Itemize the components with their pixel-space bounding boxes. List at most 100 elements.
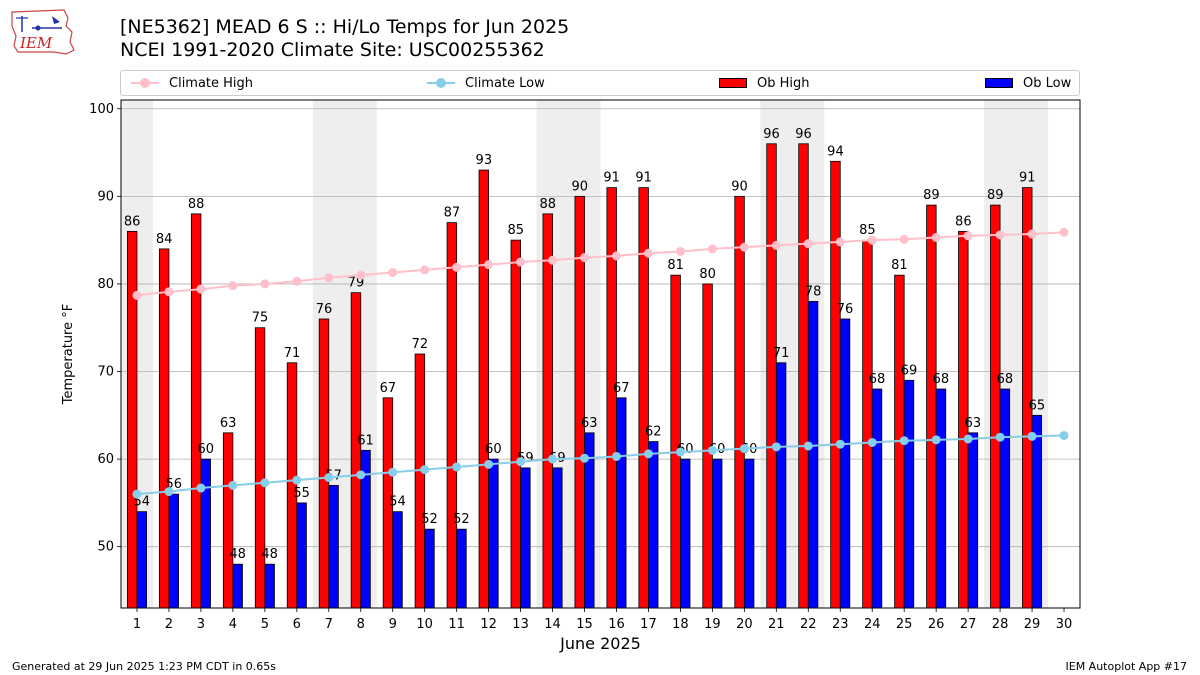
- climate-high-point: [899, 234, 909, 244]
- climate-high-point: [388, 268, 398, 278]
- ob-low-bar: [232, 563, 243, 609]
- climate-high-point: [516, 257, 526, 267]
- climate-high-point: [963, 231, 973, 241]
- y-tick-label: 100: [89, 102, 114, 117]
- climate-low-point: [196, 483, 206, 493]
- climate-high-point: [803, 239, 813, 249]
- ob-low-value-label: 62: [645, 425, 662, 440]
- ob-high-bar: [254, 327, 266, 609]
- climate-low-point: [803, 441, 813, 451]
- ob-low-bar: [903, 379, 915, 609]
- ob-high-value-label: 86: [955, 214, 972, 229]
- x-tick-label: 9: [389, 617, 397, 632]
- ob-low-value-label: 69: [901, 363, 918, 378]
- generated-note: Generated at 29 Jun 2025 1:23 PM CDT in …: [12, 660, 277, 673]
- ob-low-value-label: 55: [293, 486, 310, 501]
- ob-high-value-label: 76: [316, 302, 333, 317]
- climate-low-point: [867, 437, 877, 447]
- ob-high-bar: [158, 248, 170, 609]
- ob-low-bar: [136, 511, 147, 609]
- ob-low-bar: [680, 458, 691, 609]
- x-tick-label: 11: [448, 617, 465, 632]
- climate-high-point: [995, 230, 1005, 240]
- x-tick-label: 8: [357, 617, 365, 632]
- ob-low-value-label: 63: [965, 416, 982, 431]
- ob-low-bar: [424, 528, 435, 609]
- ob-low-value-label: 68: [997, 372, 1014, 387]
- x-tick-label: 20: [736, 617, 753, 632]
- climate-high-point: [292, 276, 302, 286]
- ob-high-value-label: 94: [827, 144, 844, 159]
- x-tick-label: 23: [832, 617, 849, 632]
- legend-item-climate-high: Climate High: [131, 71, 253, 95]
- ob-high-bar: [542, 213, 553, 609]
- ob-high-bar: [510, 239, 521, 609]
- climate-low-point: [324, 472, 334, 482]
- x-tick-label: 12: [480, 617, 497, 632]
- ob-low-bar: [743, 458, 755, 609]
- ob-low-bar: [775, 362, 787, 609]
- y-tick-label: 50: [97, 540, 114, 555]
- ob-low-swatch: [985, 78, 1013, 88]
- ob-high-value-label: 84: [156, 232, 173, 247]
- climate-high-point: [1027, 229, 1037, 239]
- y-tick-label: 70: [97, 365, 114, 380]
- legend-item-ob-low: Ob Low: [985, 71, 1071, 95]
- x-tick-label: 15: [576, 617, 593, 632]
- climate-high-point: [196, 284, 206, 294]
- ob-low-value-label: 48: [229, 547, 246, 562]
- ob-high-value-label: 91: [635, 171, 652, 186]
- ob-high-bar: [414, 353, 426, 609]
- ob-high-bar: [318, 318, 330, 609]
- climate-low-point: [484, 459, 494, 469]
- ob-low-bar: [264, 563, 275, 609]
- ob-low-bar: [520, 467, 531, 609]
- ob-high-value-label: 72: [412, 337, 429, 352]
- climate-low-point: [739, 444, 749, 454]
- ob-high-value-label: 89: [987, 188, 1004, 203]
- ob-low-value-label: 52: [421, 512, 438, 527]
- chart-title: [NE5362] MEAD 6 S :: Hi/Lo Temps for Jun…: [120, 16, 570, 38]
- x-tick-label: 10: [416, 617, 433, 632]
- climate-low-point: [931, 435, 941, 445]
- climate-high-point: [1059, 227, 1069, 237]
- climate-low-point: [356, 470, 366, 480]
- ob-low-bar: [168, 493, 179, 609]
- ob-low-bar: [328, 484, 339, 609]
- climate-high-point: [324, 273, 334, 283]
- climate-low-point: [260, 478, 270, 488]
- x-tick-label: 16: [608, 617, 625, 632]
- legend-label: Climate Low: [465, 75, 545, 91]
- ob-high-bar: [990, 204, 1001, 609]
- climate-high-point: [260, 279, 270, 289]
- ob-high-value-label: 71: [284, 346, 301, 361]
- ob-high-bar: [190, 213, 202, 609]
- ob-high-bar: [734, 195, 745, 609]
- x-tick-label: 27: [960, 617, 977, 632]
- climate-low-point: [835, 439, 845, 449]
- ob-high-bar: [926, 204, 937, 609]
- x-tick-label: 21: [768, 617, 785, 632]
- ob-high-value-label: 96: [763, 127, 780, 142]
- ob-low-bar: [1031, 414, 1043, 609]
- climate-low-point: [164, 487, 174, 497]
- ob-low-value-label: 48: [261, 547, 278, 562]
- x-tick-label: 4: [229, 617, 237, 632]
- ob-high-bar: [766, 143, 777, 609]
- ob-low-bar: [200, 458, 211, 609]
- x-tick-label: 17: [640, 617, 657, 632]
- climate-low-point: [1059, 430, 1069, 440]
- climate-high-point: [228, 281, 238, 291]
- climate-high-point: [356, 270, 366, 280]
- y-tick-label: 60: [97, 452, 114, 467]
- ob-high-bar: [478, 169, 490, 609]
- ob-high-bar: [862, 239, 873, 609]
- ob-high-bar: [222, 432, 234, 609]
- ob-high-value-label: 75: [252, 311, 269, 326]
- climate-low-point: [643, 449, 653, 459]
- climate-low-point: [963, 434, 973, 444]
- x-tick-label: 26: [928, 617, 945, 632]
- ob-high-value-label: 90: [571, 179, 588, 194]
- ob-high-value-label: 86: [124, 214, 141, 229]
